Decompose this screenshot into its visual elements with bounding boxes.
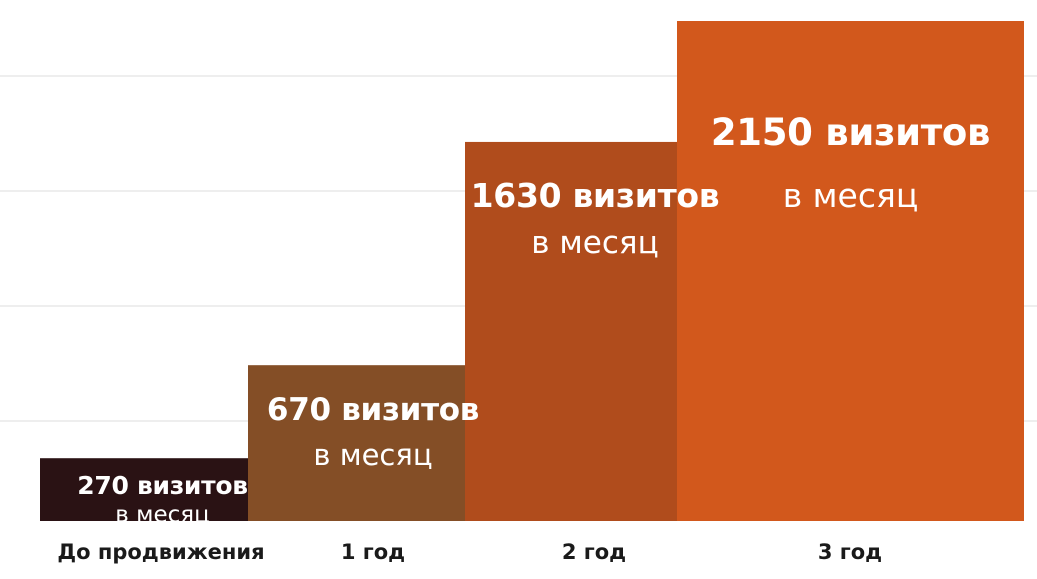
bar-label-year-2: 1630 визитов в месяц <box>465 176 725 261</box>
bar-before <box>40 458 285 521</box>
bar-unit-label: в месяц <box>531 224 659 261</box>
bar-value-label: 2150 визитов <box>710 111 991 154</box>
bar-value-label: 1630 визитов <box>470 175 720 215</box>
bars <box>40 21 1024 521</box>
bar-value-label: 270 визитов <box>77 471 248 501</box>
bar-value-label: 670 визитов <box>266 392 480 429</box>
bar-year-3 <box>677 21 1024 521</box>
bar-label-year-3: 2150 визитов в месяц <box>677 111 1024 215</box>
bar-label-before: 270 визитов в месяц <box>40 471 285 528</box>
bar-unit-label: в месяц <box>782 176 919 215</box>
category-label-year-2: 2 год <box>561 540 627 564</box>
category-label-before: До продвижения <box>57 540 265 564</box>
bar-year-1 <box>248 365 498 521</box>
bar-unit-label: в месяц <box>313 438 433 473</box>
bar-unit-label: в месяц <box>115 502 210 529</box>
category-label-year-1: 1 год <box>340 540 406 564</box>
bar-label-year-1: 670 визитов в месяц <box>248 392 498 472</box>
category-label-year-3: 3 год <box>817 540 883 564</box>
